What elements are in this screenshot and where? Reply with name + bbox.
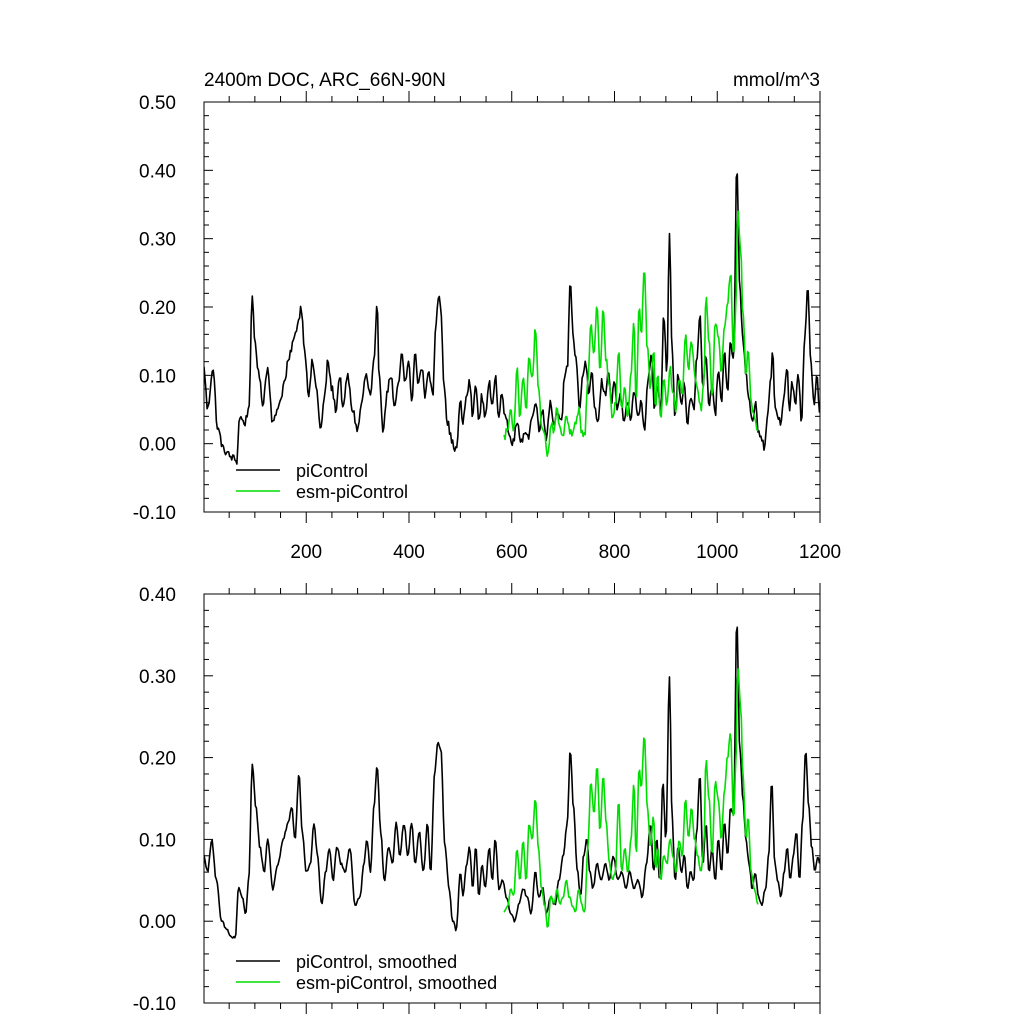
- y-tick-label: 0.30: [139, 667, 176, 688]
- x-tick-label: 600: [496, 542, 528, 563]
- legend-label: piControl, smoothed: [296, 952, 457, 972]
- y-tick-label: 0.20: [139, 749, 176, 770]
- series-line-picontrol-smoothed: [204, 626, 820, 939]
- top-panel: 2400m DOC, ARC_66N-90N mmol/m^3 -0.10 0.0…: [133, 70, 841, 563]
- y-tick-label: 0.00: [139, 912, 176, 933]
- y-tick-label: -0.10: [133, 994, 176, 1015]
- x-tick-label: 800: [599, 542, 631, 563]
- y-tick-label: 0.10: [139, 366, 176, 387]
- y-tick-label: 0.10: [139, 830, 176, 851]
- x-tick-label: 200: [290, 542, 322, 563]
- y-tick-label: -0.10: [133, 503, 176, 524]
- y-tick-label: 0.40: [139, 585, 176, 606]
- y-tick-label: 0.30: [139, 230, 176, 251]
- legend-label: esm-piControl, smoothed: [296, 973, 497, 993]
- y-tick-label: 0.50: [139, 93, 176, 114]
- y-tick-label: 0.20: [139, 298, 176, 319]
- x-tick-label: 1200: [799, 542, 841, 563]
- y-tick-label: 0.00: [139, 435, 176, 456]
- x-tick-label: 1000: [696, 542, 738, 563]
- series-line-picontrol: [204, 173, 820, 465]
- series-line-esm-picontrol-smoothed: [503, 668, 759, 928]
- legend-label: esm-piControl: [296, 482, 408, 502]
- series-line-esm-picontrol: [503, 210, 759, 458]
- top-panel-units: mmol/m^3: [733, 70, 820, 91]
- legend-label: piControl: [296, 461, 368, 481]
- x-tick-label: 400: [393, 542, 425, 563]
- y-tick-label: 0.40: [139, 161, 176, 182]
- top-panel-title: 2400m DOC, ARC_66N-90N: [204, 70, 446, 91]
- plot-frame: [203, 593, 821, 1004]
- bottom-panel: -0.10 0.00 0.10 0.20 0.30 0.40 piControl, smo…: [133, 583, 821, 1015]
